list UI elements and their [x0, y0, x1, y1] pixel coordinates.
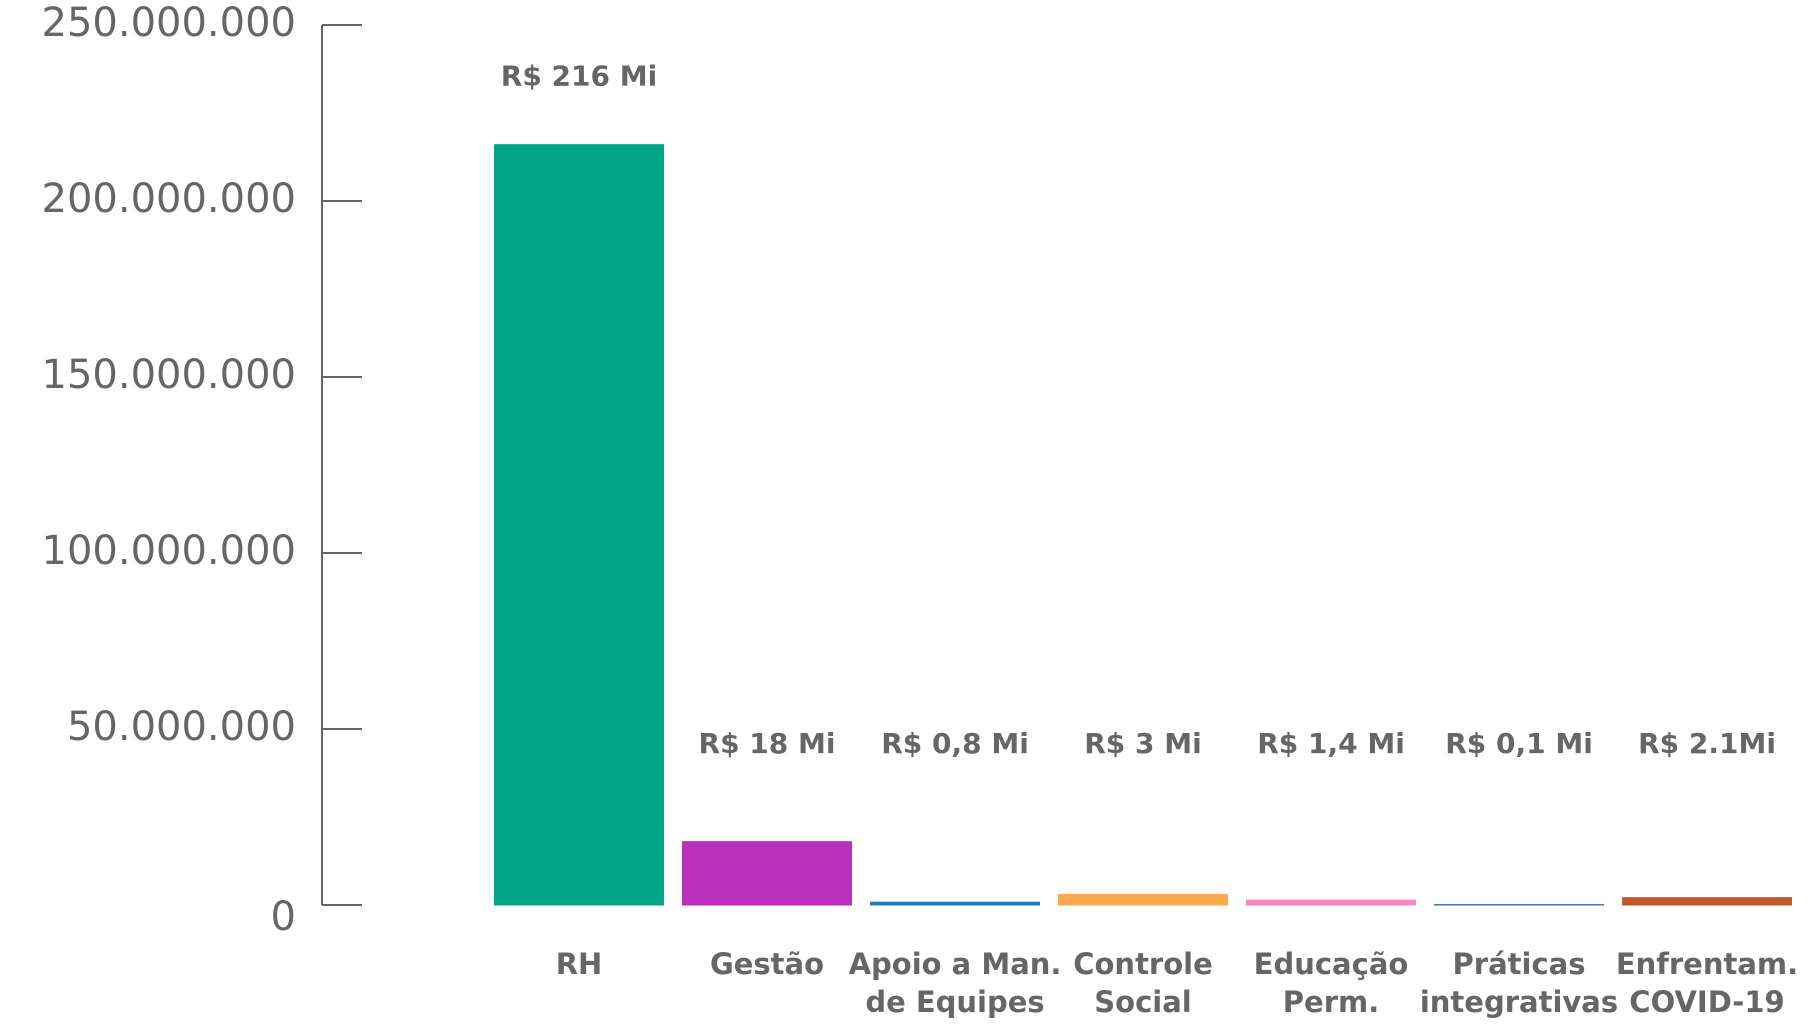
data-label: R$ 0,1 Mi — [1445, 727, 1593, 760]
data-label: R$ 216 Mi — [501, 60, 657, 93]
y-tick-label: 200.000.000 — [42, 176, 296, 222]
data-label: R$ 0,8 Mi — [881, 727, 1029, 760]
data-label: R$ 2.1Mi — [1638, 727, 1776, 760]
x-tick-label: Enfrentam.COVID-19 — [1616, 947, 1798, 1019]
x-tick-label: Gestão — [710, 947, 824, 981]
bar — [495, 145, 664, 905]
bar — [1247, 900, 1416, 905]
data-label: R$ 3 Mi — [1084, 727, 1201, 760]
bar — [1623, 898, 1792, 905]
bar — [1059, 894, 1228, 905]
y-tick-label: 0 — [271, 894, 296, 940]
y-tick-label: 150.000.000 — [42, 352, 296, 398]
bar — [871, 902, 1040, 905]
y-tick-label: 100.000.000 — [42, 528, 296, 574]
bar — [683, 842, 852, 905]
y-tick-label: 50.000.000 — [67, 704, 296, 750]
data-label: R$ 1,4 Mi — [1257, 727, 1405, 760]
y-tick-label: 250.000.000 — [42, 0, 296, 46]
x-tick-label: RH — [556, 947, 603, 981]
x-tick-label: Apoio a Man.de Equipes — [849, 947, 1062, 1019]
data-label: R$ 18 Mi — [699, 727, 836, 760]
